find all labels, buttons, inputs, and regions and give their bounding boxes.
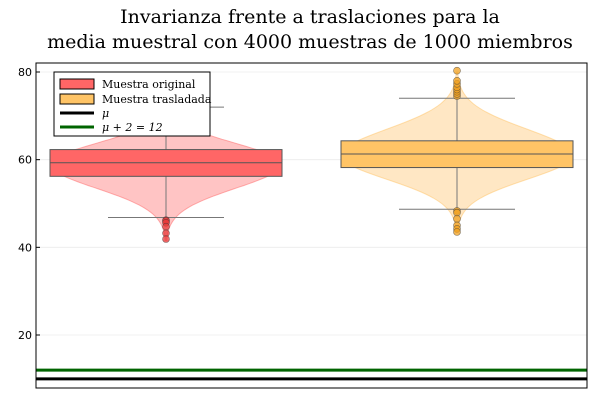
outlier-point [162,235,170,243]
y-tick-label: 40 [18,241,32,254]
outliers [162,66,461,243]
plot-frame [35,62,588,389]
outlier-point [453,215,461,223]
legend-label: Muestra trasladada [102,93,212,106]
y-tick-label: 60 [18,154,32,167]
outlier-point [162,222,170,231]
legend-label: μ + 2 = 12 [102,121,163,134]
y-tick-label: 80 [18,66,32,79]
boxes [49,97,574,219]
outlier-point [453,66,461,75]
axes: 20 40 60 80 [18,62,588,389]
chart-title-line-1: Invarianza frente a traslaciones para la [120,6,500,28]
y-tick-label: 20 [18,329,32,342]
legend-label: μ [102,107,109,120]
chart-title-line-2: media muestral con 4000 muestras de 1000… [47,31,573,53]
outlier-point [453,76,461,85]
legend-label: Muestra original [102,78,196,91]
legend-swatch [59,78,95,90]
reference-lines [36,368,587,381]
outlier-point [453,228,461,236]
legend-swatch [59,93,95,105]
